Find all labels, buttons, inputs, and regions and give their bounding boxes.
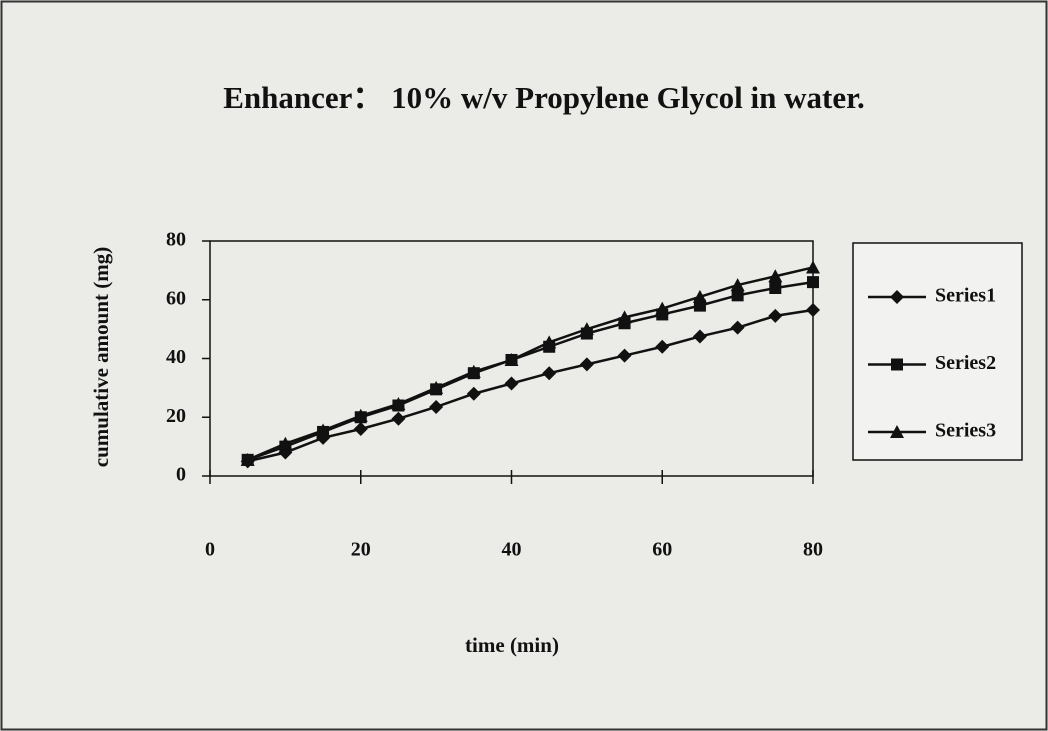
- marker: [429, 380, 444, 394]
- y-tick-label: 0: [176, 464, 186, 486]
- x-tick-label: 20: [351, 539, 371, 561]
- x-axis-label: time (min): [465, 633, 559, 657]
- marker: [617, 348, 632, 363]
- y-tick-label: 40: [166, 346, 186, 368]
- legend-label: Series3: [935, 420, 996, 442]
- series-line: [247, 308, 814, 463]
- marker: [890, 425, 904, 438]
- chart-title: Enhancer： 10% w/v Propylene Glycol in wa…: [223, 80, 865, 115]
- x-tick-label: 40: [502, 539, 522, 561]
- marker: [769, 282, 782, 294]
- marker: [240, 452, 255, 466]
- marker: [655, 301, 670, 315]
- x-tick-label: 60: [652, 539, 672, 561]
- marker: [579, 357, 594, 372]
- marker: [504, 352, 519, 366]
- y-tick-label: 80: [166, 229, 186, 251]
- x-tick-label: 80: [803, 539, 823, 561]
- marker: [353, 422, 368, 436]
- marker: [278, 436, 293, 450]
- marker: [504, 376, 519, 391]
- marker: [316, 423, 331, 437]
- marker: [807, 276, 819, 289]
- marker: [730, 320, 745, 335]
- y-tick-label: 60: [166, 287, 186, 309]
- marker: [391, 411, 406, 426]
- legend-box: [852, 242, 1023, 461]
- marker: [617, 310, 632, 324]
- marker: [891, 358, 903, 371]
- series-line: [247, 280, 814, 462]
- marker: [429, 399, 444, 414]
- legend-label: Series2: [935, 352, 996, 374]
- marker: [890, 290, 904, 304]
- marker: [542, 335, 557, 349]
- marker: [655, 339, 670, 354]
- marker: [391, 397, 406, 411]
- y-tick-label: 20: [166, 405, 186, 427]
- series-line: [247, 266, 814, 461]
- marker: [692, 289, 707, 303]
- marker: [542, 366, 557, 381]
- marker: [692, 329, 707, 344]
- marker: [730, 278, 745, 292]
- marker: [806, 260, 820, 274]
- y-axis-label: cumulative amount (mg): [89, 247, 113, 467]
- marker: [806, 303, 820, 318]
- legend-label: Series1: [935, 285, 996, 307]
- marker: [768, 308, 783, 323]
- marker: [466, 386, 481, 401]
- x-tick-label: 0: [205, 539, 215, 561]
- marker: [579, 322, 594, 336]
- marker: [768, 269, 783, 283]
- marker: [731, 289, 744, 302]
- marker: [353, 408, 368, 422]
- marker: [466, 364, 481, 378]
